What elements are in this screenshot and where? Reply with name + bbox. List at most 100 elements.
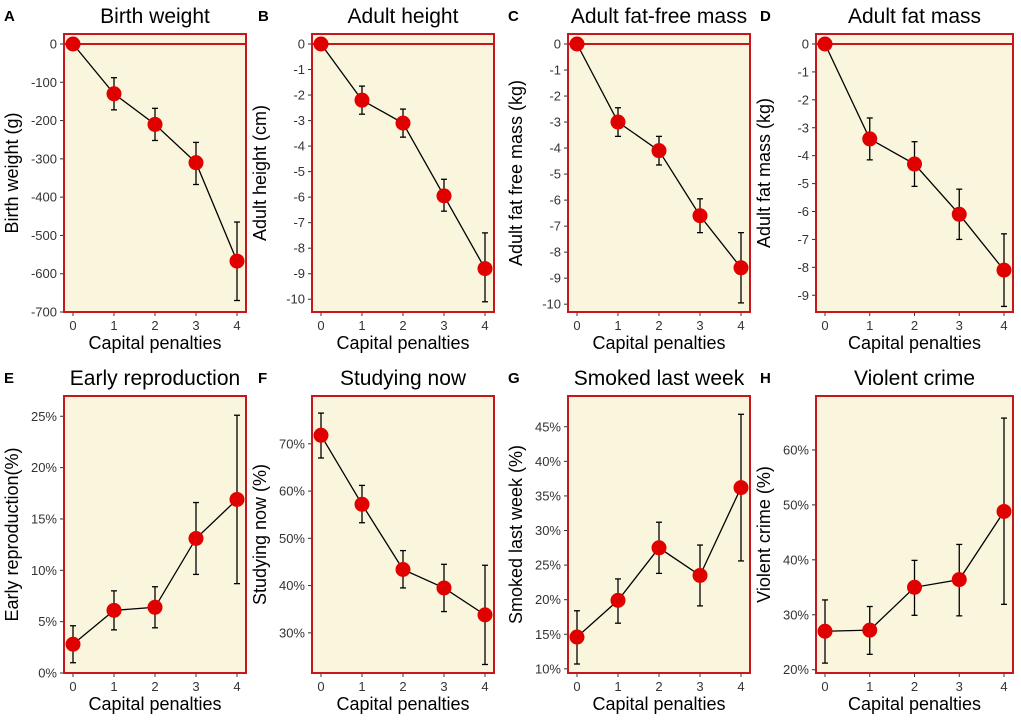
- x-axis-label: Capital penalties: [848, 694, 981, 714]
- y-tick-label: 70%: [279, 436, 305, 451]
- panel-letter: C: [508, 8, 519, 25]
- data-point: [106, 602, 122, 618]
- y-tick-label: -4: [549, 141, 561, 156]
- y-tick-label: -5: [549, 167, 561, 182]
- data-point: [610, 592, 626, 608]
- y-tick-label: -400: [31, 190, 57, 205]
- x-tick-label: 0: [821, 679, 828, 694]
- data-point: [692, 208, 708, 224]
- y-tick-label: -3: [549, 115, 561, 130]
- y-tick-label: -3: [293, 113, 305, 128]
- panel-letter: E: [4, 370, 14, 387]
- y-axis-label: Adult fat mass (kg): [754, 98, 774, 248]
- y-tick-label: -10: [542, 297, 561, 312]
- y-tick-label: 25%: [535, 558, 561, 573]
- data-point: [65, 636, 81, 652]
- panel-letter: F: [258, 370, 267, 387]
- x-tick-label: 1: [110, 679, 117, 694]
- x-tick-label: 3: [696, 318, 703, 333]
- y-tick-label: 25%: [31, 409, 57, 424]
- plot-frame: [815, 33, 1014, 313]
- data-point: [436, 188, 452, 204]
- data-point: [106, 86, 122, 102]
- data-point: [996, 262, 1012, 278]
- x-tick-label: 2: [399, 679, 406, 694]
- y-tick-label: -8: [293, 241, 305, 256]
- x-tick-label: 1: [866, 318, 873, 333]
- x-tick-label: 3: [956, 318, 963, 333]
- panel-adult-height: B Adult height 0 -1 -2 -3 -4 -5 -6 -7 -8 -9 -10 0 1 2 3 4…: [250, 5, 495, 353]
- y-tick-label: -4: [797, 148, 809, 163]
- panel-studying-now: F Studying now 30% 40% 50% 60% 70% 0 1 2 3 4 Capital…: [250, 367, 495, 714]
- x-tick-label: 1: [358, 318, 365, 333]
- panel-smoked-last-week: G Smoked last week 10% 15% 20% 25% 30% 35% 40% 45…: [506, 367, 751, 714]
- x-tick-label: 0: [69, 679, 76, 694]
- y-tick-label: 0: [50, 37, 57, 52]
- y-axis-label: Violent crime (%): [754, 466, 774, 603]
- x-tick-label: 3: [440, 318, 447, 333]
- x-tick-label: 4: [1000, 318, 1007, 333]
- y-tick-label: 60%: [783, 442, 809, 457]
- x-tick-label: 2: [655, 318, 662, 333]
- plot-frame: [311, 395, 495, 674]
- y-axis-label: Birth weight (g): [2, 112, 22, 233]
- x-axis-label: Capital penalties: [88, 333, 221, 353]
- panel-birth-weight: A Birth weight 0 -100 -200 -300 -400 -500 -600 -7…: [2, 5, 247, 353]
- data-point: [951, 572, 967, 588]
- plot-background: [568, 34, 750, 312]
- y-tick-label: -1: [549, 63, 561, 78]
- y-axis-label: Smoked last week (%): [506, 445, 526, 624]
- data-point: [610, 114, 626, 130]
- panel-title: Violent crime: [854, 367, 975, 390]
- y-tick-label: -10: [286, 292, 305, 307]
- y-tick-label: -2: [293, 88, 305, 103]
- data-point: [147, 116, 163, 132]
- data-point: [436, 580, 452, 596]
- y-tick-label: -6: [797, 204, 809, 219]
- x-tick-label: 3: [192, 318, 199, 333]
- x-axis-label: Capital penalties: [592, 333, 725, 353]
- y-tick-label: 40%: [279, 578, 305, 593]
- y-tick-label: 40%: [535, 454, 561, 469]
- y-tick-label: -7: [797, 232, 809, 247]
- x-tick-label: 4: [737, 679, 744, 694]
- y-tick-label: -1: [293, 62, 305, 77]
- y-tick-label: 0: [802, 37, 809, 52]
- data-point: [733, 260, 749, 276]
- y-axis-label: Adult height (cm): [250, 105, 270, 241]
- y-tick-label: -5: [797, 176, 809, 191]
- y-tick-label: -200: [31, 113, 57, 128]
- y-axis-label: Adult fat free mass (kg): [506, 80, 526, 266]
- data-point: [147, 599, 163, 615]
- panel-letter: H: [760, 370, 771, 387]
- x-tick-label: 0: [317, 679, 324, 694]
- x-tick-label: 0: [573, 679, 580, 694]
- data-point: [313, 36, 329, 52]
- y-tick-label: 0: [554, 37, 561, 52]
- data-point: [651, 540, 667, 556]
- panel-title: Adult height: [348, 5, 459, 28]
- y-tick-label: -6: [549, 193, 561, 208]
- y-tick-label: -4: [293, 139, 305, 154]
- panel-adult-fat-free-mass: C Adult fat-free mass 0 -1 -2 -3 -4 -5 -6 -7 -8 -9 -…: [506, 5, 751, 353]
- y-tick-label: -3: [797, 120, 809, 135]
- y-tick-label: -2: [797, 92, 809, 107]
- data-point: [477, 261, 493, 277]
- x-tick-label: 3: [440, 679, 447, 694]
- x-tick-label: 3: [192, 679, 199, 694]
- plot-frame: [567, 395, 751, 674]
- data-point: [569, 36, 585, 52]
- y-tick-label: -5: [293, 164, 305, 179]
- data-point: [996, 503, 1012, 519]
- y-tick-label: 30%: [535, 523, 561, 538]
- y-axis-label: Studying now (%): [250, 464, 270, 605]
- plot-background: [312, 34, 494, 312]
- y-tick-label: 60%: [279, 484, 305, 499]
- x-tick-label: 4: [737, 318, 744, 333]
- y-axis-label: Early reproduction(%): [2, 447, 22, 621]
- data-point: [354, 92, 370, 108]
- plot-background: [64, 396, 246, 673]
- y-tick-label: 30%: [279, 625, 305, 640]
- y-tick-label: 10%: [535, 661, 561, 676]
